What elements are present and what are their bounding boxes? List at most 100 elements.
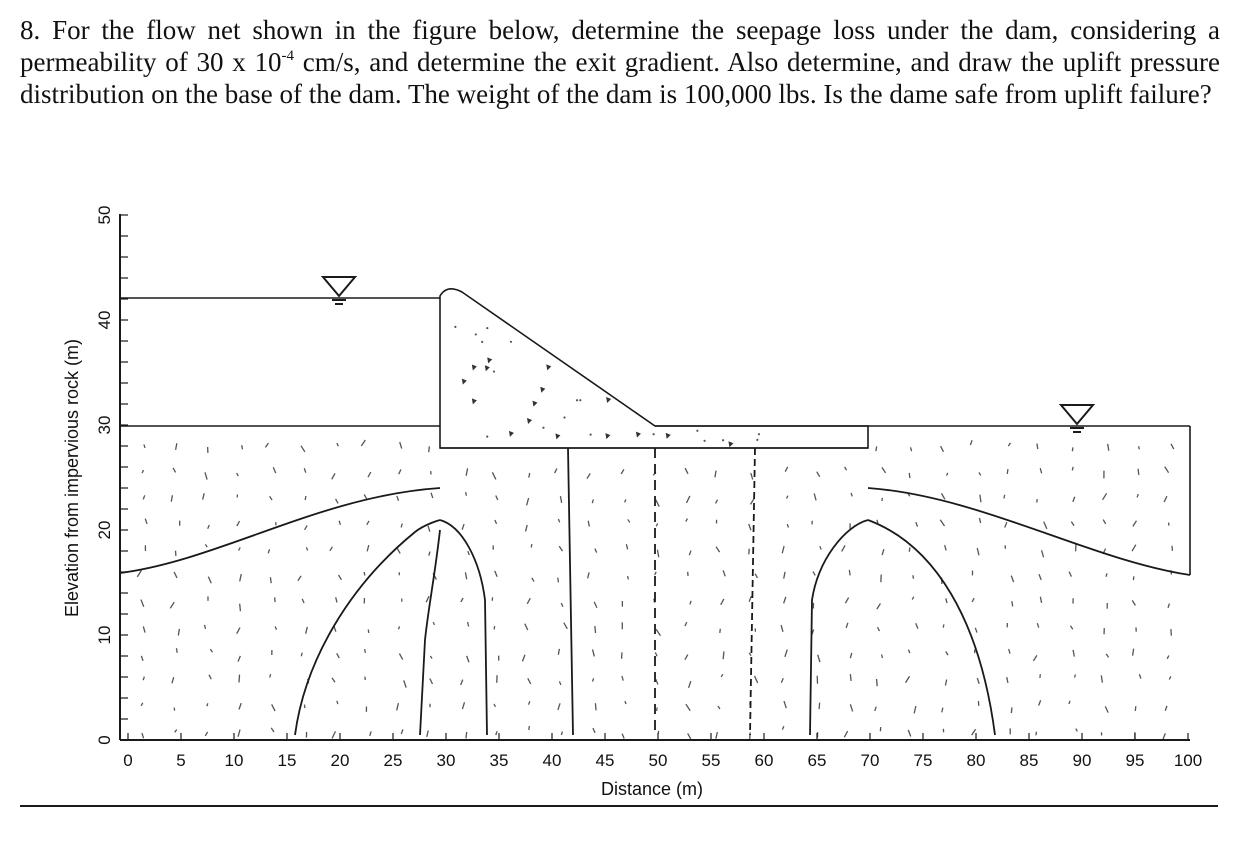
x-tick-label: 90: [1073, 751, 1092, 770]
aggregate-mark: [487, 357, 493, 364]
flow-vector: [363, 571, 366, 576]
flow-vector: [336, 700, 339, 705]
flow-vector: [1070, 521, 1075, 527]
flow-vector: [428, 551, 431, 556]
flow-vector: [495, 495, 499, 501]
flow-vector: [270, 727, 275, 733]
flow-vector: [563, 622, 568, 630]
flow-vector: [466, 621, 470, 627]
flow-vector: [1164, 466, 1170, 474]
flow-vector: [171, 676, 175, 684]
flow-vector: [1004, 521, 1008, 528]
flow-vector: [782, 596, 787, 604]
flow-vector: [425, 595, 430, 603]
flow-vector: [300, 445, 306, 453]
flow-vector: [207, 524, 210, 530]
flow-vector: [366, 520, 370, 526]
flow-vector: [841, 545, 846, 552]
flow-vector: [817, 654, 821, 663]
flow-vector: [206, 703, 209, 707]
flow-vector: [329, 546, 333, 552]
flow-vector: [942, 624, 945, 628]
x-tick-label: 5: [176, 751, 185, 770]
aggregate-mark: [471, 398, 477, 405]
flow-vector: [591, 678, 595, 682]
flow-vector: [974, 627, 978, 633]
flow-vector: [687, 733, 692, 740]
x-tick-label: 100: [1174, 751, 1202, 770]
aggregate-mark: [728, 441, 734, 448]
flow-vector: [881, 549, 885, 556]
aggregate-mark: [665, 432, 671, 439]
flow-vector: [558, 681, 562, 686]
aggregate-mark: [542, 426, 545, 429]
flow-vector: [1163, 495, 1168, 503]
flow-vector: [269, 577, 272, 584]
flow-vector: [1038, 574, 1042, 581]
flow-vector: [558, 545, 564, 552]
flow-vector: [1102, 519, 1107, 525]
flow-vector: [398, 469, 402, 475]
flow-vector: [531, 577, 535, 582]
flow-vector: [720, 598, 725, 606]
flow-vector: [400, 523, 403, 528]
flow-vector: [654, 571, 657, 576]
flow-vector: [880, 654, 884, 659]
aggregate-mark: [575, 399, 579, 402]
flow-vector: [494, 570, 498, 578]
flow-vector: [783, 700, 787, 709]
flow-vector: [1107, 443, 1110, 451]
flow-vector: [1035, 731, 1038, 736]
flow-vector: [553, 468, 558, 474]
flow-vector: [939, 519, 946, 527]
flow-vector: [1101, 492, 1108, 501]
flow-vector: [140, 702, 144, 707]
flow-vector: [844, 597, 850, 604]
flow-vector: [908, 547, 911, 552]
flow-vector: [849, 652, 853, 659]
flow-vector: [208, 674, 212, 680]
aggregate-mark: [606, 396, 612, 403]
aggregate-mark: [509, 340, 513, 343]
flow-vector: [336, 442, 339, 447]
flow-vector: [850, 492, 853, 497]
aggregate-mark: [546, 364, 552, 371]
flow-vector: [460, 597, 464, 603]
flow-vector: [591, 649, 595, 657]
flow-vector: [940, 493, 946, 500]
flow-vector: [207, 576, 212, 584]
flow-vector: [849, 674, 852, 682]
flow-vector: [1073, 674, 1077, 678]
flow-vector: [1038, 700, 1042, 706]
equipotential-lines: [119, 447, 1191, 736]
flow-vector: [945, 598, 948, 604]
flow-vector: [527, 677, 532, 685]
flow-vector: [969, 440, 973, 446]
flow-vector: [915, 521, 919, 527]
exponent: -4: [281, 48, 295, 64]
flow-vector: [624, 700, 627, 705]
flow-vector: [427, 525, 431, 532]
flow-vector: [813, 493, 817, 501]
flow-vector: [655, 499, 660, 507]
flow-vector: [819, 546, 822, 550]
aggregate-mark: [635, 431, 641, 438]
aggregate-mark: [527, 417, 533, 424]
x-tick-label: 70: [861, 751, 880, 770]
flow-vector: [1068, 571, 1072, 577]
flow-vector: [784, 466, 789, 472]
flow-vector: [173, 707, 176, 711]
flow-vector: [337, 574, 342, 581]
flow-vector: [971, 728, 977, 736]
flow-vector: [301, 598, 305, 604]
problem-statement: 8. For the flow net shown in the figure …: [20, 14, 1220, 110]
flow-vector: [748, 652, 752, 657]
flow-vector: [136, 570, 142, 578]
flow-vector: [524, 524, 528, 532]
flow-vector: [204, 731, 209, 737]
flow-vector: [461, 523, 465, 530]
flow-vector: [269, 674, 272, 678]
x-tick-label: 65: [808, 751, 827, 770]
y-tick-label: 0: [95, 735, 114, 744]
aggregate-mark: [471, 364, 477, 371]
